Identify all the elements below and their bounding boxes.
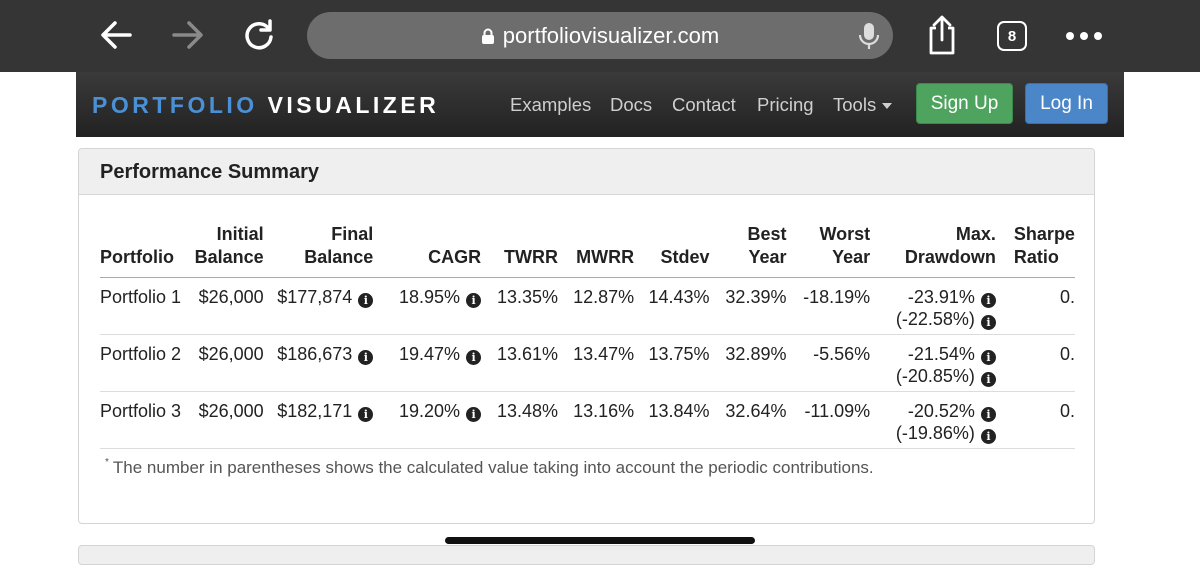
- cell-initial: $26,000: [193, 334, 264, 392]
- cell-worst-year: -11.09%: [786, 391, 871, 449]
- browser-toolbar: portfoliovisualizer.com 8: [0, 0, 1200, 72]
- info-icon[interactable]: i: [358, 350, 374, 365]
- col-header-portfolio: Portfolio: [100, 223, 194, 278]
- signup-button[interactable]: Sign Up: [916, 83, 1013, 124]
- col-header-max-drawdown: Max. Drawdown: [870, 223, 996, 278]
- table-row: Portfolio 3 $26,000 $182,171 i 19.20% i 13…: [100, 391, 1075, 449]
- cell-max-drawdown: -20.52% i (-19.86%) i: [870, 391, 996, 449]
- cell-portfolio: Portfolio 1: [100, 277, 194, 335]
- cell-stdev: 14.43%: [634, 277, 710, 335]
- col-header-stdev: Stdev: [634, 223, 710, 278]
- nav-pricing[interactable]: Pricing: [757, 94, 814, 115]
- cell-final: $177,874 i: [263, 277, 374, 335]
- reload-icon[interactable]: [236, 12, 282, 58]
- table-row: Portfolio 2 $26,000 $186,673 i 19.47% i 13…: [100, 334, 1075, 392]
- info-icon[interactable]: i: [466, 407, 482, 422]
- panel-title: Performance Summary: [79, 149, 1094, 195]
- col-header-worst-year: Worst Year: [786, 223, 871, 278]
- cell-worst-year: -18.19%: [786, 277, 871, 335]
- cell-twrr: 13.48%: [481, 391, 558, 449]
- microphone-icon[interactable]: [857, 22, 881, 50]
- info-icon[interactable]: i: [980, 429, 996, 444]
- cell-best-year: 32.89%: [709, 334, 787, 392]
- cell-best-year: 32.39%: [709, 277, 787, 335]
- footnote: * The number in parentheses shows the cal…: [105, 457, 874, 477]
- cell-max-drawdown: -23.91% i (-22.58%) i: [870, 277, 996, 335]
- cell-portfolio: Portfolio 3: [100, 391, 194, 449]
- table-row: Portfolio 1 $26,000 $177,874 i 18.95% i 13…: [100, 277, 1075, 335]
- col-header-twrr: TWRR: [481, 223, 558, 278]
- tab-count-button[interactable]: 8: [997, 21, 1027, 51]
- lock-icon: [481, 28, 494, 44]
- info-icon[interactable]: i: [980, 407, 996, 422]
- back-arrow-icon[interactable]: [94, 12, 140, 58]
- site-navbar: PORTFOLIO VISUALIZER Examples Docs Conta…: [76, 72, 1124, 137]
- next-panel-header: [78, 545, 1095, 565]
- cell-portfolio: Portfolio 2: [100, 334, 194, 392]
- site-logo[interactable]: PORTFOLIO VISUALIZER: [92, 92, 440, 118]
- table-header-row: Portfolio Initial Balance Final Balance CA…: [100, 223, 1075, 278]
- col-header-best-year: Best Year: [709, 223, 787, 278]
- nav-tools-label: Tools: [833, 94, 877, 115]
- cell-stdev: 13.84%: [634, 391, 710, 449]
- home-indicator[interactable]: [445, 537, 755, 544]
- cell-stdev: 13.75%: [634, 334, 710, 392]
- info-icon[interactable]: i: [980, 350, 996, 365]
- col-header-initial-balance: Initial Balance: [193, 223, 264, 278]
- cell-best-year: 32.64%: [709, 391, 787, 449]
- performance-summary-panel: Performance Summary Portfolio Initial Bal…: [78, 148, 1095, 524]
- cell-mwrr: 12.87%: [558, 277, 635, 335]
- cell-sharpe: 0.: [995, 391, 1075, 449]
- cell-worst-year: -5.56%: [786, 334, 871, 392]
- cell-mwrr: 13.16%: [558, 391, 635, 449]
- cell-twrr: 13.35%: [481, 277, 558, 335]
- col-header-sharpe-ratio: Sharpe Ratio: [995, 223, 1075, 278]
- caret-down-icon: [882, 103, 893, 110]
- cell-cagr: 19.20% i: [373, 391, 482, 449]
- cell-sharpe: 0.: [995, 334, 1075, 392]
- info-icon[interactable]: i: [358, 407, 374, 422]
- cell-final: $186,673 i: [263, 334, 374, 392]
- address-bar[interactable]: portfoliovisualizer.com: [307, 12, 893, 59]
- performance-table: Portfolio Initial Balance Final Balance CA…: [100, 223, 1075, 449]
- more-dots-icon[interactable]: [1062, 22, 1106, 50]
- table-container: Portfolio Initial Balance Final Balance CA…: [100, 223, 1075, 449]
- cell-cagr: 18.95% i: [373, 277, 482, 335]
- cell-cagr: 19.47% i: [373, 334, 482, 392]
- nav-examples[interactable]: Examples: [510, 94, 592, 115]
- cell-max-drawdown: -21.54% i (-20.85%) i: [870, 334, 996, 392]
- forward-arrow-icon[interactable]: [164, 12, 210, 58]
- col-header-mwrr: MWRR: [558, 223, 635, 278]
- nav-tools[interactable]: Tools: [833, 94, 893, 116]
- info-icon[interactable]: i: [980, 315, 996, 330]
- cell-mwrr: 13.47%: [558, 334, 635, 392]
- cell-initial: $26,000: [193, 277, 264, 335]
- col-header-cagr: CAGR: [373, 223, 482, 278]
- info-icon[interactable]: i: [980, 372, 996, 387]
- info-icon[interactable]: i: [980, 293, 996, 308]
- cell-final: $182,171 i: [263, 391, 374, 449]
- cell-initial: $26,000: [193, 391, 264, 449]
- login-button[interactable]: Log In: [1025, 83, 1108, 124]
- info-icon[interactable]: i: [358, 293, 374, 308]
- info-icon[interactable]: i: [466, 350, 482, 365]
- nav-contact[interactable]: Contact: [672, 94, 736, 115]
- col-header-final-balance: Final Balance: [263, 223, 374, 278]
- url-text: portfoliovisualizer.com: [502, 22, 720, 48]
- nav-docs[interactable]: Docs: [610, 94, 653, 115]
- cell-twrr: 13.61%: [481, 334, 558, 392]
- share-icon[interactable]: [922, 14, 962, 56]
- cell-sharpe: 0.: [995, 277, 1075, 335]
- info-icon[interactable]: i: [466, 293, 482, 308]
